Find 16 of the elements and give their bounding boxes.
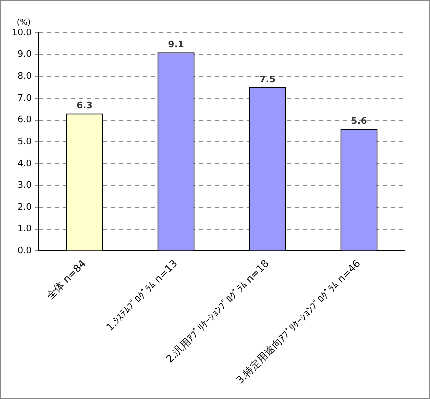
y-tick-label: 0.0 bbox=[18, 246, 32, 257]
data-label: 9.1 bbox=[168, 40, 184, 50]
y-tick-label: 6.0 bbox=[18, 116, 32, 126]
y-tick-label: 10.0 bbox=[12, 28, 32, 38]
y-tick-label: 9.0 bbox=[18, 50, 32, 60]
y-tick-label: 3.0 bbox=[18, 181, 32, 192]
y-tick-label: 4.0 bbox=[18, 159, 32, 170]
y-tick-label: 5.0 bbox=[18, 137, 32, 148]
y-tick-label: 7.0 bbox=[18, 94, 32, 104]
data-label: 7.5 bbox=[260, 75, 276, 86]
y-tick-label: 8.0 bbox=[18, 72, 32, 82]
y-axis-title: (%) bbox=[17, 18, 31, 27]
data-label: 6.3 bbox=[76, 102, 93, 112]
data-label: 5.6 bbox=[351, 116, 368, 127]
y-tick-label: 2.0 bbox=[18, 202, 32, 213]
y-tick-label: 1.0 bbox=[18, 224, 32, 235]
